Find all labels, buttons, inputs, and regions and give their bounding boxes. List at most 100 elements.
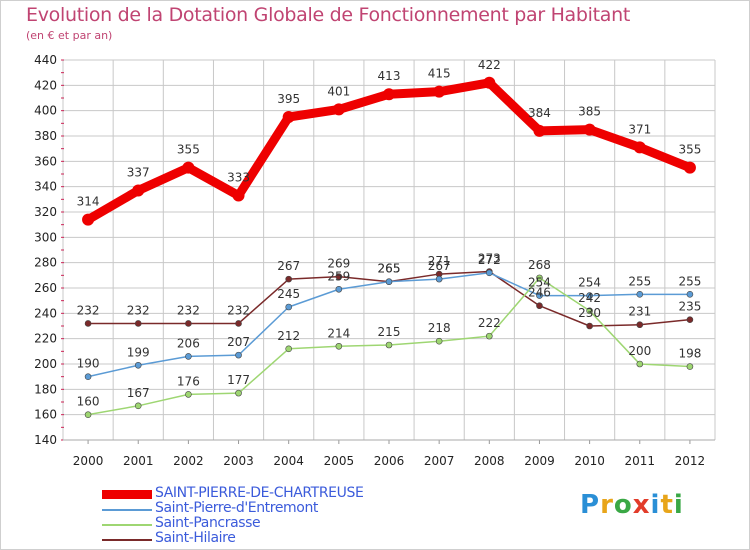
series-point-2 xyxy=(636,360,644,368)
data-label-0: 384 xyxy=(528,106,551,120)
series-point-2 xyxy=(335,342,343,350)
data-label-2: 214 xyxy=(327,326,350,340)
series-point-0 xyxy=(683,161,696,174)
x-tick-label: 2012 xyxy=(675,454,706,468)
series-point-3 xyxy=(235,320,242,327)
series-point-3 xyxy=(686,316,694,323)
data-label-2: 198 xyxy=(678,347,701,361)
series-point-0 xyxy=(82,213,95,226)
series-point-1 xyxy=(335,285,343,293)
data-label-0: 395 xyxy=(277,92,300,106)
y-tick-label: 280 xyxy=(34,256,57,270)
x-tick-label: 2002 xyxy=(173,454,204,468)
x-tick-label: 2003 xyxy=(223,454,254,468)
series-point-3 xyxy=(335,273,343,280)
series-point-1 xyxy=(586,292,593,299)
data-label-2: 167 xyxy=(127,386,150,400)
series-point-2 xyxy=(536,274,543,282)
series-point-1 xyxy=(84,373,92,380)
logo-letter: i xyxy=(673,490,684,520)
data-label-2: 160 xyxy=(77,395,100,409)
series-point-1 xyxy=(385,278,393,285)
logo-letter: r xyxy=(600,490,614,520)
data-label-3: 231 xyxy=(628,305,651,319)
series-point-2 xyxy=(134,402,142,410)
series-point-3 xyxy=(586,322,593,330)
series-point-0 xyxy=(583,123,596,136)
y-tick-label: 160 xyxy=(34,408,57,422)
x-tick-label: 2007 xyxy=(424,454,455,468)
chart-title: Evolution de la Dotation Globale de Fonc… xyxy=(26,4,631,26)
data-label-0: 337 xyxy=(127,165,150,179)
x-axis: 2000 2001 2002 2003 2004 2005 2006 2007 2008 2009… xyxy=(63,439,715,468)
data-label-3: 246 xyxy=(528,286,551,300)
series-layer xyxy=(82,76,696,418)
data-label-3: 273 xyxy=(478,252,501,266)
series-point-3 xyxy=(84,320,92,327)
series-point-1 xyxy=(235,351,242,359)
series-point-3 xyxy=(536,302,543,310)
y-tick-label: 300 xyxy=(34,230,57,244)
logo-letter: P xyxy=(580,490,601,520)
data-label-1: 199 xyxy=(127,345,150,359)
data-label-1: 265 xyxy=(378,262,401,276)
data-label-3: 232 xyxy=(227,303,250,317)
x-tick-label: 2006 xyxy=(374,454,405,468)
data-label-2: 177 xyxy=(227,373,250,387)
series-point-0 xyxy=(232,189,245,202)
x-tick-label: 2004 xyxy=(273,454,304,468)
logo-letter: t xyxy=(660,490,674,520)
y-tick-label: 260 xyxy=(34,281,57,295)
x-tick-label: 2010 xyxy=(574,454,605,468)
data-label-1: 259 xyxy=(327,269,350,283)
data-label-1: 254 xyxy=(528,276,551,290)
series-point-1 xyxy=(185,353,192,360)
data-label-0: 385 xyxy=(578,105,601,119)
data-label-0: 413 xyxy=(378,69,401,83)
legend-swatch xyxy=(102,539,152,541)
y-axis: 140 160 180 200 220 240 260 280 300 320 340 360 380 4… xyxy=(34,53,64,447)
x-tick-label: 2005 xyxy=(324,454,355,468)
proxiti-logo: Proxiti xyxy=(580,490,684,520)
y-tick-label: 400 xyxy=(34,104,57,118)
x-tick-label: 2008 xyxy=(474,454,505,468)
series-point-0 xyxy=(633,141,646,154)
legend-swatch xyxy=(102,524,152,526)
series-point-2 xyxy=(435,337,443,345)
series-point-2 xyxy=(285,345,292,353)
x-tick-label: 2000 xyxy=(73,454,104,468)
y-tick-label: 180 xyxy=(34,382,57,396)
legend-label: Saint-Hilaire xyxy=(155,530,236,546)
series-point-1 xyxy=(285,303,292,311)
series-point-0 xyxy=(433,85,446,98)
series-point-0 xyxy=(483,76,496,89)
series-point-3 xyxy=(285,275,292,283)
y-tick-label: 380 xyxy=(34,129,57,143)
data-label-3: 235 xyxy=(678,300,701,314)
data-label-3: 269 xyxy=(327,257,350,271)
data-label-2: 218 xyxy=(428,321,451,335)
series-point-1 xyxy=(486,269,493,277)
data-label-1: 272 xyxy=(478,253,501,267)
series-point-0 xyxy=(282,111,295,123)
series-point-2 xyxy=(486,332,493,340)
data-label-0: 333 xyxy=(227,171,250,185)
series-point-0 xyxy=(182,161,195,174)
legend-label: Saint-Pancrasse xyxy=(155,515,261,531)
data-label-0: 422 xyxy=(478,58,501,72)
series-point-3 xyxy=(134,320,142,327)
y-tick-label: 440 xyxy=(34,53,57,67)
logo-letter: x xyxy=(632,490,651,520)
y-tick-label: 340 xyxy=(34,180,57,194)
series-point-0 xyxy=(533,124,546,137)
data-label-1: 245 xyxy=(277,287,300,301)
logo-letter: i xyxy=(650,490,661,520)
series-point-2 xyxy=(686,363,694,370)
data-label-2: 176 xyxy=(177,374,200,388)
series-point-1 xyxy=(686,291,694,298)
chart-subtitle: (en € et par an) xyxy=(26,29,113,42)
data-label-1: 207 xyxy=(227,335,250,349)
series-point-1 xyxy=(134,361,142,369)
series-point-1 xyxy=(636,291,644,298)
